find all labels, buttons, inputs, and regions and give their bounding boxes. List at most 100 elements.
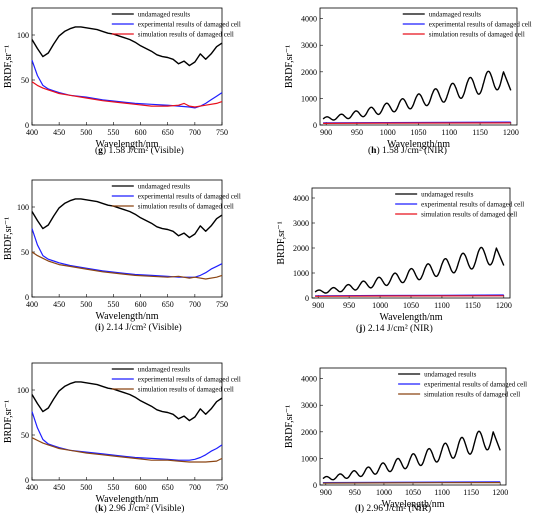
caption-text: ) 2.96 J/cm² (NIR) (361, 503, 431, 514)
caption-paren-open: ( (95, 322, 98, 333)
x-tick-label: 500 (80, 483, 92, 492)
legend-label: experimental results of damaged cell (429, 21, 532, 29)
x-tick-label: 1150 (463, 488, 479, 497)
y-tick-label: 0 (313, 481, 317, 490)
legend-label: undamaged results (138, 11, 191, 19)
caption-paren-open: ( (95, 145, 98, 156)
caption-paren-open: ( (95, 503, 98, 514)
panel-caption: (h) 1.58 J/cm² (NIR) (368, 145, 447, 156)
caption-paren-open: ( (356, 323, 359, 334)
y-tick-label: 1000 (293, 269, 309, 278)
legend-label: experimental results of damaged cell (138, 193, 241, 201)
x-tick-label: 400 (26, 483, 38, 492)
caption-text: ) 2.96 J/cm² (Visible) (103, 503, 184, 514)
panel-caption: (l) 2.96 J/cm² (NIR) (355, 503, 431, 514)
y-tick-label: 1000 (301, 454, 317, 463)
x-tick-label: 1150 (465, 301, 481, 310)
caption-text: ) 1.58 J/cm² (Visible) (103, 145, 184, 156)
x-tick-label: 1150 (472, 128, 488, 137)
x-tick-label: 700 (189, 483, 201, 492)
x-axis-label: Wavelength/nm (379, 312, 442, 323)
legend-label: experimental results of damaged cell (138, 376, 241, 384)
legend-label: undamaged results (138, 183, 191, 191)
y-tick-label: 0 (25, 121, 29, 130)
x-tick-label: 1050 (405, 488, 421, 497)
y-tick-label: 0 (25, 476, 29, 485)
y-axis-label: BRDF,sr⁻¹ (284, 45, 295, 88)
y-tick-label: 3000 (301, 401, 317, 410)
x-tick-label: 900 (320, 488, 332, 497)
y-tick-label: 4000 (301, 375, 317, 384)
x-tick-label: 400 (26, 128, 38, 137)
panel-h: 900 950 1000 1050 1100 1150 1200 0 1000 2000 3000 4… (284, 7, 532, 156)
series-simulation-line (31, 437, 223, 463)
series-undamaged-line (322, 70, 512, 121)
y-tick-label: 100 (17, 203, 29, 212)
plot-frame (31, 362, 223, 481)
caption-text: ) 1.58 J/cm² (NIR) (376, 145, 446, 156)
x-tick-label: 500 (80, 300, 92, 309)
series-simulation-line (322, 482, 501, 484)
y-axis-label: BRDF,sr⁻¹ (3, 400, 14, 443)
x-tick-label: 1200 (503, 128, 519, 137)
panel-caption: (j) 2.14 J/cm² (NIR) (356, 323, 433, 334)
panel-i: 400 450 500 550 600 650 700 750 0 50 100 Wavelength… (3, 179, 241, 333)
x-tick-label: 750 (216, 128, 228, 137)
caption-letter: h (371, 146, 377, 156)
x-tick-label: 900 (320, 128, 332, 137)
y-tick-label: 4000 (301, 15, 317, 24)
x-tick-label: 900 (312, 301, 324, 310)
y-tick-label: 3000 (301, 41, 317, 50)
y-tick-label: 1000 (301, 94, 317, 103)
x-tick-label: 950 (351, 128, 363, 137)
x-tick-label: 600 (135, 128, 147, 137)
caption-letter: g (98, 146, 103, 156)
legend-label: undamaged results (429, 11, 482, 19)
series-simulation-line (31, 251, 223, 280)
x-tick-label: 1200 (492, 488, 508, 497)
x-axis-label: Wavelength/nm (381, 499, 444, 510)
series-simulation-line (323, 122, 511, 124)
y-tick-label: 0 (25, 293, 29, 302)
caption-letter: l (358, 504, 361, 514)
caption-letter: k (98, 504, 104, 514)
legend-label: simulation results of damaged cell (138, 386, 234, 394)
panel-caption: (i) 2.14 J/cm² (Visible) (95, 322, 182, 333)
x-tick-label: 1200 (496, 301, 512, 310)
caption-text: ) 2.14 J/cm² (Visible) (101, 322, 182, 333)
caption-letter: i (98, 323, 101, 333)
series-simulation-line (315, 295, 504, 297)
y-axis-label: BRDF,sr⁻¹ (3, 45, 14, 88)
x-axis-label: Wavelength/nm (95, 139, 158, 150)
legend-label: experimental results of damaged cell (421, 201, 524, 209)
y-tick-label: 50 (21, 248, 29, 257)
panel-g: 400 450 500 550 600 650 700 750 0 50 100 Wavelength… (3, 7, 241, 156)
series-experimental-line (31, 411, 223, 461)
panel-j: 900 950 1000 1050 1100 1150 1200 0 1000 2000 3000 4… (276, 187, 524, 334)
series-undamaged-line (31, 26, 223, 67)
y-axis-label: BRDF,sr⁻¹ (3, 217, 14, 260)
y-tick-label: 100 (17, 386, 29, 395)
x-tick-label: 950 (343, 301, 355, 310)
x-tick-label: 750 (216, 483, 228, 492)
panel-caption: (k) 2.96 J/cm² (Visible) (95, 503, 184, 514)
x-tick-label: 450 (53, 483, 65, 492)
x-tick-label: 400 (26, 300, 38, 309)
x-tick-label: 600 (135, 300, 147, 309)
caption-paren-open: ( (355, 503, 358, 514)
y-tick-label: 4000 (293, 194, 309, 203)
x-tick-label: 550 (107, 300, 119, 309)
y-tick-label: 2000 (293, 244, 309, 253)
legend-label: simulation results of damaged cell (138, 203, 234, 211)
y-tick-label: 3000 (293, 219, 309, 228)
x-tick-label: 1000 (376, 488, 392, 497)
x-tick-label: 1000 (372, 301, 388, 310)
y-tick-label: 0 (305, 294, 309, 303)
x-axis-label: Wavelength/nm (387, 139, 450, 150)
legend-label: simulation results of damaged cell (424, 391, 520, 399)
legend-label: undamaged results (421, 191, 474, 199)
legend-label: simulation results of damaged cell (429, 31, 525, 39)
x-tick-label: 1100 (434, 301, 450, 310)
series-undamaged-line (31, 198, 223, 239)
series-undamaged-line (31, 381, 223, 422)
